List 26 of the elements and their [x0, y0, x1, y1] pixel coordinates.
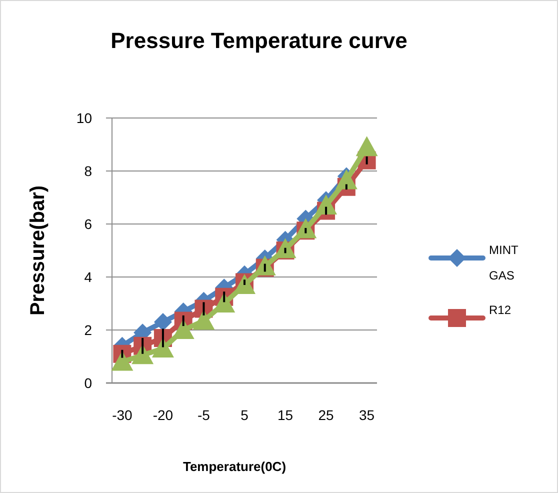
legend-label: R12: [489, 303, 512, 318]
y-tick-label: 6: [84, 216, 92, 232]
x-axis-title: Temperature(0C): [182, 459, 286, 474]
point: [315, 194, 338, 214]
y-tick-label: 4: [84, 268, 92, 285]
x-tick-label: 5: [240, 407, 249, 423]
point: [192, 310, 215, 330]
x-tick-label: -20: [152, 407, 174, 423]
point: [111, 350, 134, 371]
y-tick-label: 2: [84, 322, 92, 338]
y-tick-label: 10: [76, 110, 92, 126]
point: [335, 169, 358, 190]
x-tick-label: 35: [359, 407, 375, 423]
legend-label: MINT GAS: [489, 243, 519, 282]
y-tick-label: 8: [84, 162, 92, 179]
x-tick-label: 15: [277, 407, 294, 423]
point: [132, 344, 154, 364]
chart-title: Pressure Temperature curve: [110, 28, 408, 53]
point: [294, 218, 317, 238]
x-tick-label: 25: [318, 407, 334, 423]
y-axis-title: Pressure(bar): [27, 185, 49, 316]
y-tick-label: 0: [84, 374, 92, 391]
x-tick-label: -5: [198, 407, 210, 423]
x-tick-label: -30: [112, 407, 133, 423]
point: [356, 136, 378, 156]
point: [152, 338, 174, 358]
